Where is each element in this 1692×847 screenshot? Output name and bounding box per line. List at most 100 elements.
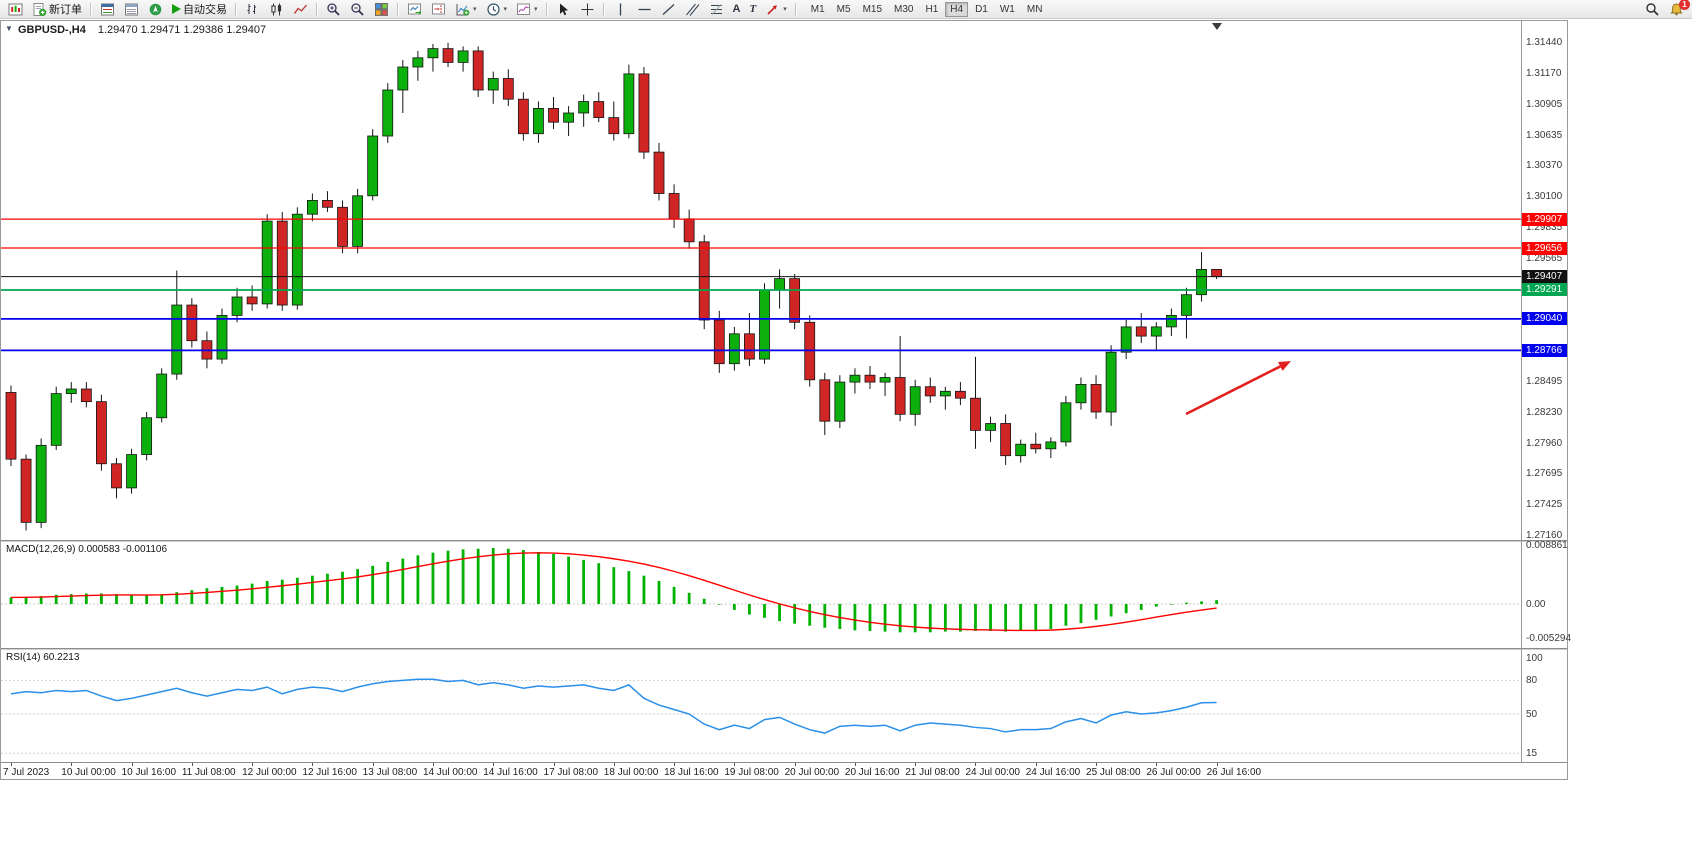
- axis-border: [1521, 21, 1522, 762]
- channel-tool-button[interactable]: [681, 0, 704, 19]
- time-label: 18 Jul 16:00: [664, 767, 719, 778]
- trendline-tool-button[interactable]: [657, 0, 680, 19]
- notification-badge: 1: [1679, 0, 1690, 10]
- candle: [849, 368, 861, 394]
- chart-shift-icon: [432, 3, 445, 14]
- candle: [578, 94, 590, 127]
- time-tick: [312, 763, 314, 766]
- auto-scroll-button[interactable]: [403, 0, 426, 19]
- price-chart-canvas[interactable]: [1, 21, 1521, 540]
- candle: [1030, 432, 1042, 454]
- vertical-line-tool-button[interactable]: [609, 0, 632, 19]
- chevron-down-icon: ▾: [503, 5, 508, 13]
- time-tick: [1156, 763, 1158, 766]
- crosshair-button[interactable]: [576, 0, 599, 19]
- horizontal-line-tool-button[interactable]: [633, 0, 656, 19]
- indicators-button[interactable]: ▾: [451, 0, 481, 19]
- timeframe-button-mn[interactable]: MN: [1026, 3, 1043, 15]
- price-level-label-1.29907: 1.29907: [1522, 212, 1567, 226]
- timeframe-button-h4[interactable]: H4: [945, 1, 969, 17]
- price-tick: 1.30635: [1526, 129, 1563, 141]
- candle: [668, 184, 680, 228]
- panel-separator[interactable]: [1, 648, 1567, 650]
- toolbar-separator: [794, 2, 797, 16]
- line-chart-button[interactable]: [289, 0, 312, 19]
- timeframe-button-d1[interactable]: D1: [975, 3, 988, 15]
- auto-scroll-icon: [408, 3, 422, 14]
- text-tool-button[interactable]: A: [729, 0, 745, 19]
- trendline-icon: [662, 3, 674, 15]
- candle: [171, 270, 183, 380]
- templates-icon: [517, 3, 531, 15]
- navigator-button[interactable]: [144, 0, 167, 19]
- fibonacci-tool-button[interactable]: [705, 0, 728, 19]
- price-axis[interactable]: 1.31440 1.31170 1.30905 1.30635 1.30370 1.301…: [1522, 21, 1568, 541]
- bars-chart-button[interactable]: [241, 0, 264, 19]
- candle: [261, 214, 273, 309]
- macd-axis[interactable]: 0.008861 0.00 -0.005294: [1522, 540, 1571, 648]
- rsi-tick: 15: [1526, 747, 1538, 759]
- time-label: 11 Jul 08:00: [181, 767, 236, 778]
- cursor-button[interactable]: [552, 0, 575, 19]
- candle: [502, 69, 514, 107]
- chart-shift-button[interactable]: [427, 0, 450, 19]
- fibonacci-icon: [710, 3, 722, 15]
- toolbar-separator: [602, 2, 605, 16]
- trend-arrow-annotation[interactable]: [1185, 361, 1291, 416]
- timeframe-button-m5[interactable]: M5: [836, 3, 851, 15]
- toolbar-separator: [316, 2, 318, 16]
- price-tick: 1.27695: [1526, 468, 1563, 480]
- tile-windows-button[interactable]: [370, 0, 393, 19]
- timeframe-button-h1[interactable]: H1: [925, 3, 939, 15]
- macd-label: MACD(12,26,9) 0.000583 -0.001106: [6, 544, 168, 555]
- time-label: 18 Jul 00:00: [603, 767, 659, 778]
- time-label: 12 Jul 16:00: [302, 767, 357, 778]
- search-button[interactable]: [1641, 0, 1664, 19]
- macd-panel-canvas[interactable]: [1, 542, 1521, 648]
- one-click-trading-toggle[interactable]: ▼: [5, 24, 13, 33]
- market-watch-button[interactable]: [96, 0, 119, 19]
- time-axis[interactable]: 7 Jul 2023 10 Jul 00:00 10 Jul 16:00 11 Jul…: [1, 762, 1567, 781]
- new-chart-button[interactable]: [4, 0, 27, 19]
- candle: [5, 385, 17, 467]
- new-order-button[interactable]: 新订单: [28, 0, 86, 19]
- timeframe-button-m15[interactable]: M15: [862, 3, 883, 15]
- timeframe-button-m1[interactable]: M1: [810, 3, 825, 15]
- autotrade-button[interactable]: 自动交易: [168, 0, 231, 19]
- templates-button[interactable]: ▾: [512, 0, 542, 19]
- chevron-down-icon: ▾: [783, 5, 787, 13]
- candle: [924, 377, 936, 403]
- time-label: 10 Jul 16:00: [121, 767, 177, 778]
- candlestick-chart-button[interactable]: [265, 0, 288, 19]
- time-label: 24 Jul 16:00: [1025, 767, 1081, 778]
- price-level-label-1.28766: 1.28766: [1522, 343, 1567, 357]
- rsi-axis[interactable]: 100 80 50 15: [1522, 650, 1568, 762]
- chart-window: ▼ GBPUSD-,H4 1.29470 1.29471 1.29386 1.29…: [0, 20, 1571, 781]
- candle: [713, 310, 725, 373]
- candle: [985, 416, 996, 442]
- candle: [427, 44, 439, 72]
- macd-tick: 0.008861: [1526, 540, 1568, 552]
- rsi-panel-canvas[interactable]: [1, 650, 1521, 762]
- text-label-tool-button[interactable]: T: [746, 0, 761, 19]
- timeframe-button-w1[interactable]: W1: [999, 3, 1015, 15]
- chart-shift-marker[interactable]: [1212, 23, 1222, 30]
- tile-windows-icon: [375, 2, 388, 16]
- time-tick: [432, 763, 434, 766]
- zoom-out-button[interactable]: [346, 0, 369, 19]
- price-tick: 1.27160: [1526, 529, 1563, 541]
- symbol-ohlc: 1.29470 1.29471 1.29386 1.29407: [97, 24, 267, 36]
- zoom-in-button[interactable]: [322, 0, 345, 19]
- price-tick: 1.27425: [1526, 499, 1563, 511]
- notifications-button[interactable]: 1: [1665, 0, 1690, 19]
- panel-separator[interactable]: [1, 540, 1567, 542]
- arrows-tool-button[interactable]: ▾: [761, 0, 791, 19]
- time-label: 14 Jul 16:00: [483, 767, 538, 778]
- market-watch-icon: [101, 3, 114, 15]
- periods-button[interactable]: ▾: [482, 0, 512, 19]
- timeframe-button-m30[interactable]: M30: [894, 3, 914, 15]
- candle: [517, 92, 529, 141]
- data-window-button[interactable]: [120, 0, 143, 19]
- time-tick: [854, 763, 856, 766]
